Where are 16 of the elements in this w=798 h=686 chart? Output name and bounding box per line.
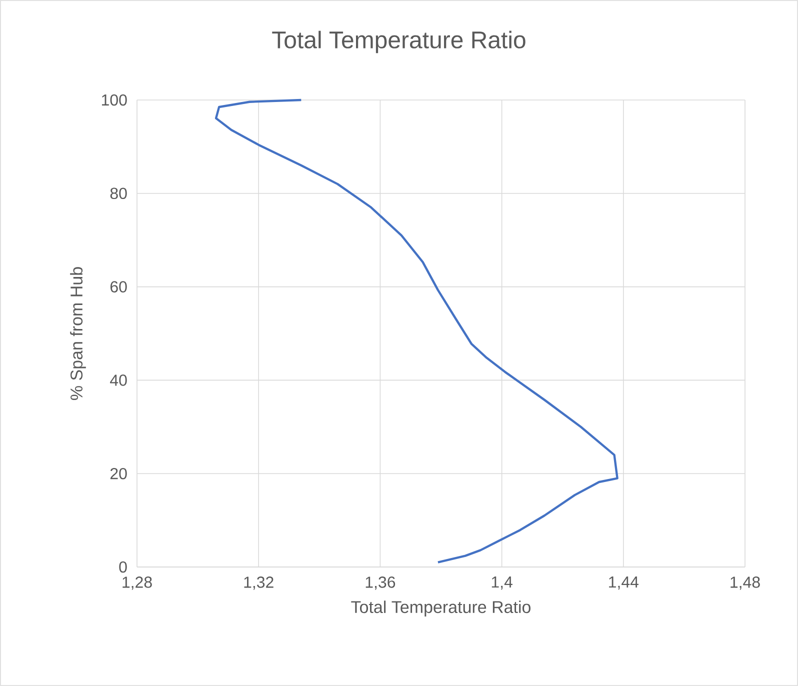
x-tick-label: 1,28: [122, 576, 152, 590]
line-series: [214, 98, 618, 564]
x-axis-title: Total Temperature Ratio: [351, 600, 530, 616]
x-tick-label: 1,36: [366, 576, 396, 590]
y-tick-label: 0: [119, 561, 127, 573]
x-tick-label: 1,44: [609, 576, 638, 590]
y-tick-label: 40: [110, 374, 127, 386]
y-axis-title: % Span from Hub: [70, 267, 86, 400]
x-tick-label: 1,4: [492, 576, 512, 590]
y-tick-label: 60: [110, 281, 127, 292]
x-tick-label: 1,48: [730, 576, 760, 590]
y-tick-label: 100: [102, 94, 127, 106]
x-tick-label: 1,32: [244, 576, 274, 590]
chart-title: Total Temperature Ratio: [272, 30, 526, 54]
y-tick-label: 20: [110, 468, 127, 480]
y-tick-label: 80: [110, 188, 127, 200]
